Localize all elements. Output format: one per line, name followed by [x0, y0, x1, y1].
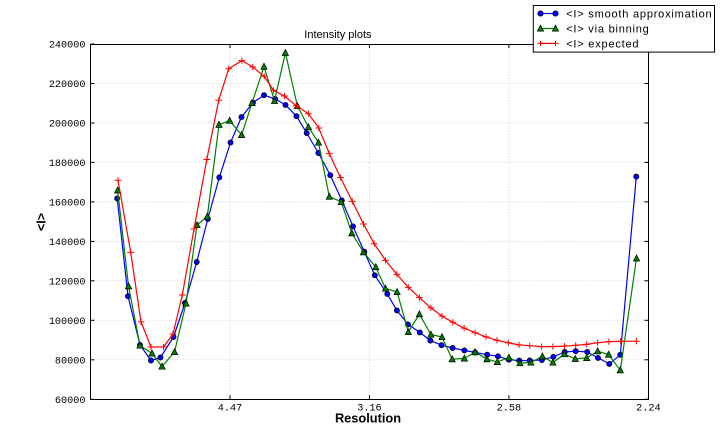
svg-text:160000: 160000: [49, 199, 86, 210]
svg-text:Intensity plots: Intensity plots: [304, 29, 372, 41]
svg-text:<I> smooth approximation: <I> smooth approximation: [566, 9, 712, 21]
svg-text:2.24: 2.24: [636, 403, 660, 414]
svg-text:220000: 220000: [49, 80, 86, 91]
svg-text:140000: 140000: [49, 238, 86, 249]
svg-text:<I> via binning: <I> via binning: [566, 24, 649, 36]
svg-text:60000: 60000: [55, 396, 86, 407]
svg-text:<I> expected: <I> expected: [566, 39, 639, 51]
svg-text:2.58: 2.58: [497, 403, 521, 414]
svg-text:180000: 180000: [49, 159, 86, 170]
svg-text:<I>: <I>: [35, 213, 49, 231]
svg-text:4.47: 4.47: [218, 403, 242, 414]
svg-text:240000: 240000: [49, 41, 86, 52]
svg-text:3.16: 3.16: [357, 403, 381, 414]
svg-text:100000: 100000: [49, 317, 86, 328]
svg-text:200000: 200000: [49, 120, 86, 131]
svg-text:120000: 120000: [49, 277, 86, 288]
svg-text:Resolution: Resolution: [335, 411, 401, 426]
svg-text:80000: 80000: [55, 356, 86, 367]
